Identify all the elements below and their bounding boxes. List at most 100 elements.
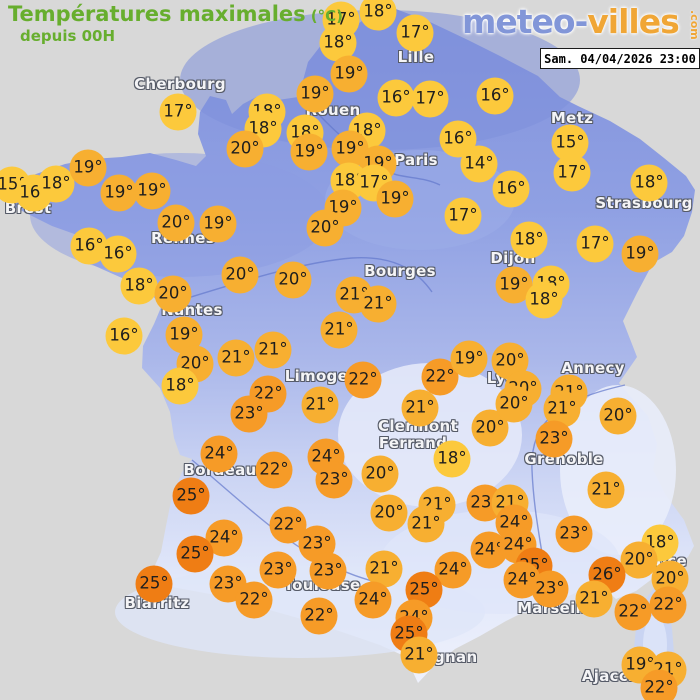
temp-bubble: 23°	[309, 552, 347, 590]
temp-bubble: 24°	[499, 526, 537, 564]
city-label: Limoges	[284, 367, 358, 385]
temp-bubble: 18°	[37, 165, 75, 203]
temp-bubble: 22°	[640, 669, 678, 700]
temp-bubble: 16°	[476, 77, 514, 115]
temp-bubble: 21°	[401, 389, 439, 427]
temp-bubble: 20°	[157, 204, 195, 242]
alps-patch	[560, 385, 676, 555]
temp-bubble: 17°	[444, 197, 482, 235]
temp-bubble: 24°	[354, 581, 392, 619]
temp-bubble: 16°	[105, 317, 143, 355]
temp-bubble: 18°	[359, 0, 397, 31]
temp-bubble: 20°	[221, 256, 259, 294]
temp-bubble: 24°	[200, 435, 238, 473]
temp-bubble: 22°	[614, 593, 652, 631]
temp-bubble: 24°	[470, 531, 508, 569]
temp-bubble: 23°	[535, 420, 573, 458]
temp-bubble: 19°	[290, 133, 328, 171]
temp-bubble: 16°	[439, 120, 477, 158]
city-label: ignan	[428, 648, 478, 666]
temp-bubble: 20°	[495, 385, 533, 423]
city-label: Paris	[394, 151, 438, 169]
temp-bubble: 24°	[205, 519, 243, 557]
logo-text-orange: villes	[587, 2, 679, 41]
temp-bubble: 19°	[165, 316, 203, 354]
temp-bubble: 21°	[587, 471, 625, 509]
temp-bubble: 19°	[330, 55, 368, 93]
temp-bubble: 18°	[525, 281, 563, 319]
temp-bubble: 16°	[377, 79, 415, 117]
temp-bubble: 19°	[450, 340, 488, 378]
temp-bubble: 18°	[161, 367, 199, 405]
temp-bubble: 20°	[226, 130, 264, 168]
temp-bubble: 22°	[300, 597, 338, 635]
temp-bubble: 21°	[365, 550, 403, 588]
city-label: Annecy	[561, 359, 625, 377]
temp-bubble: 18°	[120, 267, 158, 305]
city-label: Strasbourg	[595, 194, 693, 212]
temp-bubble: 21°	[575, 580, 613, 618]
temp-bubble: 16°	[492, 170, 530, 208]
temp-bubble: 25°	[135, 565, 173, 603]
temp-bubble: 25°	[172, 477, 210, 515]
temp-bubble: 22°	[344, 361, 382, 399]
temp-bubble: 20°	[306, 209, 344, 247]
temp-bubble: 20°	[599, 397, 637, 435]
temp-bubble: 19°	[69, 149, 107, 187]
temp-bubble: 23°	[230, 395, 268, 433]
temp-bubble: 21°	[320, 311, 358, 349]
temp-bubble: 21°	[254, 331, 292, 369]
temp-bubble: 23°	[531, 570, 569, 608]
temp-bubble: 19°	[100, 174, 138, 212]
temp-bubble: 21°	[407, 505, 445, 543]
temp-bubble: 19°	[296, 75, 334, 113]
temp-bubble: 20°	[176, 345, 214, 383]
temp-bubble: 18°	[510, 221, 548, 259]
temp-bubble: 20°	[274, 261, 312, 299]
temp-bubble: 23°	[259, 551, 297, 589]
loire-river	[161, 257, 433, 307]
city-label: Ferrand	[378, 434, 448, 452]
temp-bubble: 14°	[460, 145, 498, 183]
meteo-villes-logo[interactable]: meteo-villes	[462, 2, 680, 41]
city-label: Cherbourg	[134, 75, 226, 93]
temp-bubble: 22°	[235, 581, 273, 619]
temp-bubble: 17°	[576, 225, 614, 263]
temp-bubble: 18°	[433, 440, 471, 478]
city-label: Bourges	[364, 262, 436, 280]
temp-bubble: 17°	[159, 93, 197, 131]
temp-bubble: 21°	[359, 285, 397, 323]
temp-bubble: 19°	[199, 205, 237, 243]
temp-bubble: 19°	[621, 235, 659, 273]
temp-bubble: 21°	[301, 386, 339, 424]
temp-bubble: 19°	[331, 130, 369, 168]
temp-bubble: 20°	[361, 455, 399, 493]
logo-text-blue: meteo-	[462, 2, 588, 41]
temp-bubble: 22°	[649, 586, 687, 624]
temp-bubble: 17°	[396, 14, 434, 52]
temp-bubble: 17°	[411, 80, 449, 118]
city-label: Metz	[550, 109, 594, 127]
city-label: Lille	[397, 48, 435, 66]
temp-bubble: 19°	[133, 172, 171, 210]
temp-bubble: 20°	[370, 494, 408, 532]
city-label: Biarritz	[124, 594, 190, 612]
temp-bubble: 16°	[99, 235, 137, 273]
temp-bubble: 23°	[555, 515, 593, 553]
temp-bubble: 18°	[244, 110, 282, 148]
temp-bubble: 23°	[315, 461, 353, 499]
temp-bubble: 17°	[553, 154, 591, 192]
temp-bubble: 18°	[319, 24, 357, 62]
temp-bubble: 22°	[255, 451, 293, 489]
temp-bubble: 18°	[630, 164, 668, 202]
temp-bubble: 20°	[620, 541, 658, 579]
temp-bubble: 24°	[495, 504, 533, 542]
temp-bubble: 21°	[217, 339, 255, 377]
temp-bubble: 23°	[209, 565, 247, 603]
temp-bubble: 25°	[176, 535, 214, 573]
temp-bubble: 21°	[400, 636, 438, 674]
temp-bubble: 19°	[376, 180, 414, 218]
temp-bubble: 20°	[154, 275, 192, 313]
